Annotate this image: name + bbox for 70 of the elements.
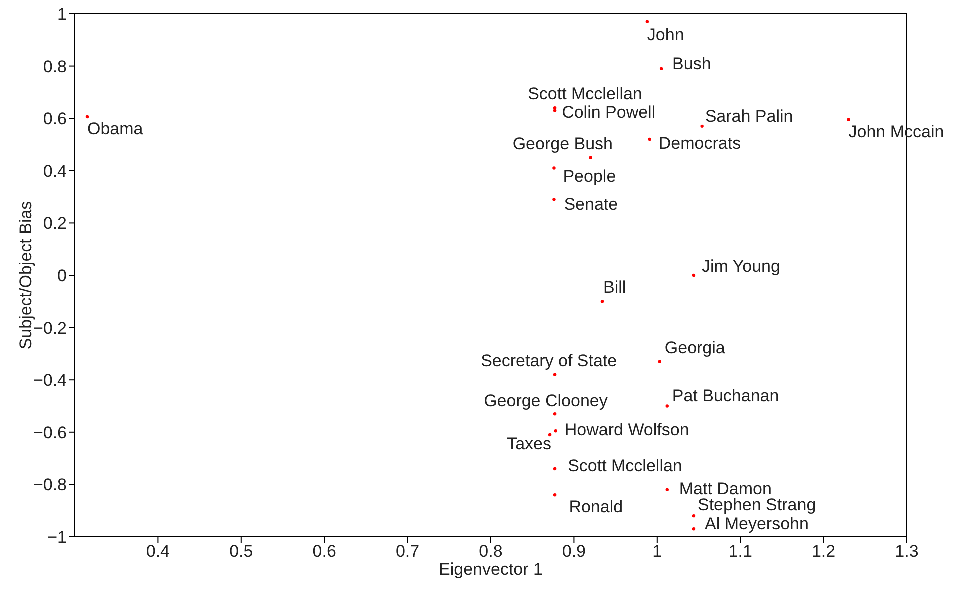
annotation: Georgia [664, 338, 726, 358]
annotation: Howard Wolfson [564, 420, 690, 440]
point [692, 514, 696, 518]
point [548, 433, 552, 437]
annotation: Taxes [507, 434, 552, 454]
point [553, 467, 557, 471]
x-tick-label: 0.9 [562, 542, 586, 562]
point [648, 138, 652, 142]
y-tick-label: 0.6 [43, 110, 67, 129]
annotation: George Clooney [484, 392, 608, 411]
x-tick-label: 0.6 [312, 542, 336, 562]
point [553, 109, 557, 112]
point [600, 300, 604, 304]
y-tick-label: −0.8 [33, 476, 67, 495]
x-tick-label: 1.2 [812, 542, 836, 562]
point [700, 124, 704, 128]
annotation: Jim Young [702, 256, 780, 276]
y-tick-label: −0.6 [33, 423, 67, 442]
x-tick-label: 1.3 [895, 542, 919, 562]
annotation: People [563, 166, 616, 186]
annotation: Bush [672, 54, 712, 74]
x-tick-label: 1 [652, 542, 662, 562]
y-tick-label: −0.2 [33, 318, 67, 338]
annotation: Obama [87, 120, 144, 139]
annotation: Democrats [658, 134, 742, 154]
x-axis-title: Eigenvector 1 [439, 560, 543, 579]
y-tick-label: 0 [58, 266, 67, 286]
point [589, 156, 592, 160]
point [658, 360, 662, 364]
point [646, 20, 650, 24]
annotation: Stephen Strang [698, 496, 816, 515]
y-axis-title: Subject/Object Bias [16, 201, 36, 350]
point [692, 528, 696, 531]
point [692, 274, 696, 278]
point [666, 404, 669, 408]
annotation: Sarah Palin [705, 106, 794, 126]
point [553, 106, 557, 110]
x-tick-label: 1.1 [728, 542, 752, 562]
x-tick-label: 0.7 [396, 542, 420, 562]
point [666, 488, 669, 492]
point [660, 67, 664, 71]
annotation: Colin Powell [562, 103, 656, 122]
point [554, 429, 558, 433]
point [552, 166, 556, 170]
y-tick-label: −0.4 [33, 371, 67, 390]
y-tick-label: −1 [48, 528, 67, 548]
annotation: Scott Mcclellan [528, 84, 642, 104]
y-tick-label: 1 [58, 5, 67, 24]
point [553, 373, 557, 376]
annotation: Al Meyersohn [705, 514, 809, 534]
y-tick-label: 0.8 [43, 57, 67, 76]
annotation: George Bush [512, 134, 614, 154]
point [86, 115, 90, 119]
point [553, 494, 557, 497]
annotation: John [647, 25, 684, 44]
annotation: Pat Buchanan [672, 386, 780, 406]
annotation: Bill [603, 278, 626, 298]
point [553, 412, 557, 416]
annotation: Scott Mcclellan [568, 456, 682, 476]
annotation: Secretary of State [481, 351, 618, 370]
point [847, 118, 850, 122]
x-tick-label: 0.8 [479, 542, 503, 562]
annotation: Senate [564, 195, 618, 214]
y-tick-label: 0.2 [43, 214, 67, 234]
y-tick-label: 0.4 [43, 162, 67, 181]
point [552, 198, 556, 202]
x-tick-label: 0.5 [230, 542, 254, 562]
annotation: Matt Damon [679, 479, 772, 498]
annotation: Ronald [569, 498, 624, 517]
x-tick-label: 0.4 [146, 542, 170, 562]
